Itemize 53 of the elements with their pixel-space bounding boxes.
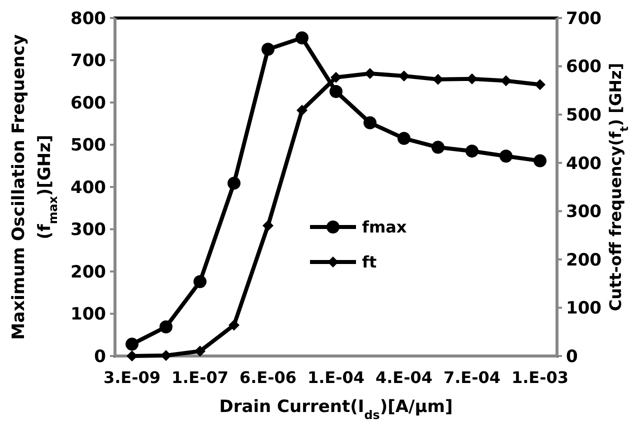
- x-tick-label: 6.E-06: [239, 368, 297, 387]
- point: [432, 140, 444, 154]
- y-tick-label: 400: [70, 178, 106, 198]
- point: [126, 350, 138, 362]
- x-axis-title: Drain Current(I$_{ds}$)[A/μm]: [219, 397, 453, 422]
- point: [296, 104, 308, 116]
- point: [262, 42, 274, 56]
- y2-tick-label: 400: [566, 154, 602, 174]
- point: [500, 75, 512, 86]
- point: [296, 31, 308, 44]
- y2-tick-label: 200: [566, 250, 602, 270]
- y2-tick-label: 300: [566, 202, 602, 222]
- y-tick-label: 300: [70, 220, 106, 240]
- y-tick-label: 500: [70, 136, 106, 156]
- y2-tick-label: 700: [566, 8, 602, 29]
- x-tick-label: 1.E-03: [511, 368, 569, 387]
- y-tick-label: 200: [70, 262, 106, 282]
- point: [364, 116, 376, 130]
- y-tick-label: 700: [70, 51, 106, 72]
- y2-tick-label: 600: [566, 57, 602, 78]
- point: [194, 275, 206, 288]
- legend-label: ft: [362, 252, 377, 272]
- x-tick-label: 1.E-04: [307, 368, 365, 387]
- point: [466, 144, 478, 158]
- y-tick-label: 100: [70, 304, 106, 325]
- point: [364, 68, 376, 80]
- point: [398, 132, 410, 145]
- point: [534, 79, 546, 90]
- x-tick-label: 1.E-07: [171, 368, 229, 387]
- y-tick-label: 600: [70, 93, 106, 114]
- point: [398, 70, 410, 82]
- point: [262, 220, 274, 232]
- x-tick-label: 3.E-09: [103, 368, 161, 387]
- point: [500, 150, 512, 163]
- legend-label: fmax: [362, 218, 408, 237]
- y-tick-label: 800: [70, 8, 106, 29]
- y2-tick-label: 100: [566, 298, 602, 319]
- point: [330, 72, 342, 83]
- point: [330, 85, 342, 98]
- point: [228, 320, 240, 331]
- point: [228, 176, 240, 190]
- point: [160, 350, 172, 362]
- point: [160, 320, 172, 334]
- y-tick-label: 0: [94, 346, 106, 367]
- x-tick-label: 4.E-04: [375, 368, 433, 387]
- point: [194, 346, 206, 357]
- y2-tick-label: 500: [566, 106, 602, 126]
- point: [534, 154, 546, 168]
- point: [126, 338, 138, 351]
- x-tick-label: 7.E-04: [443, 368, 501, 387]
- point: [466, 73, 478, 84]
- y2-tick-label: 0: [566, 346, 578, 367]
- point: [432, 74, 444, 85]
